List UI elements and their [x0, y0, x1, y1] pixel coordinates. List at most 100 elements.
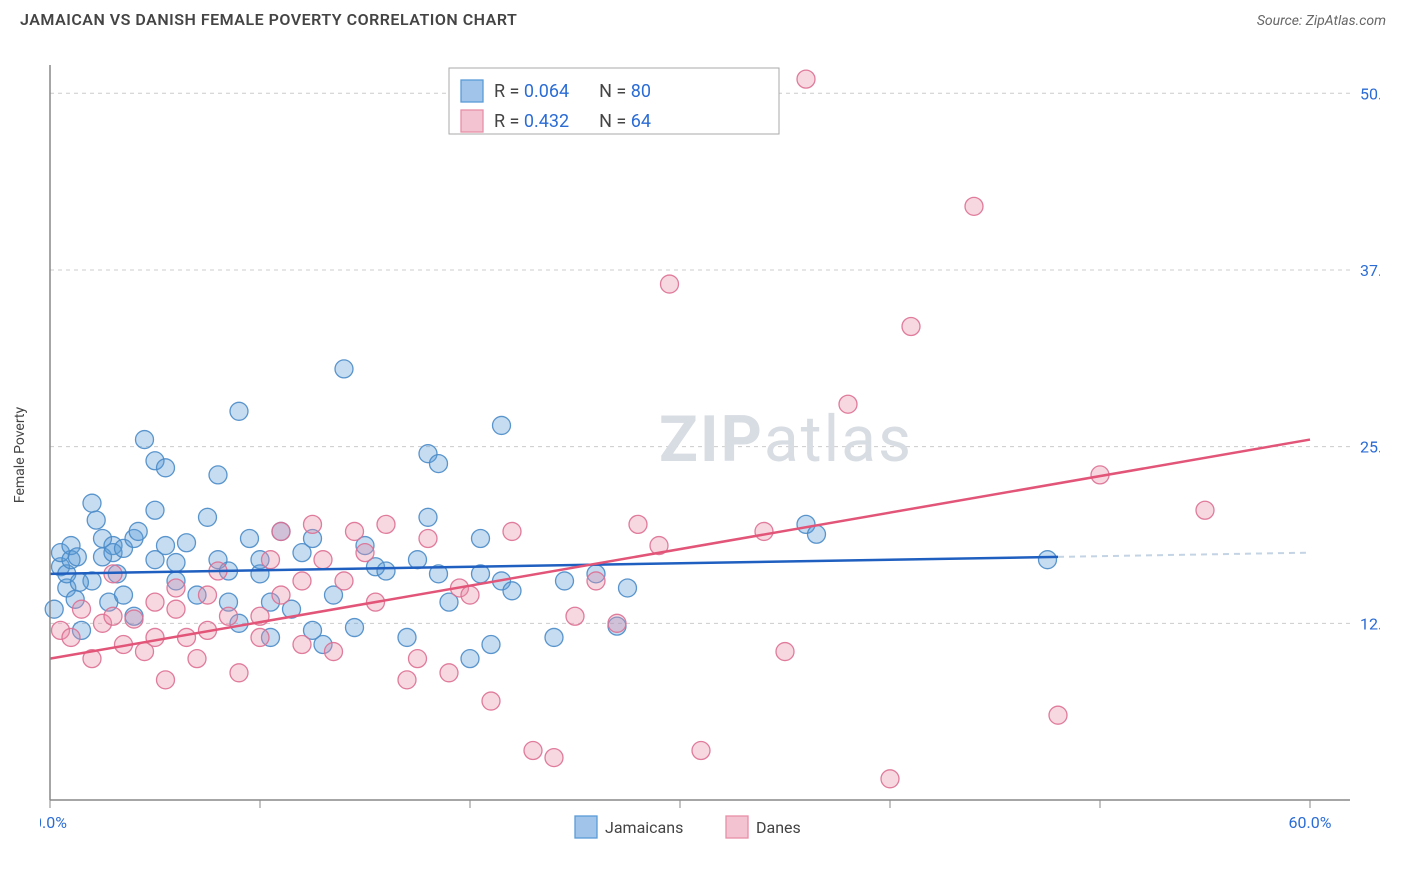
data-point	[325, 643, 343, 661]
data-point	[461, 586, 479, 604]
data-point	[272, 586, 290, 604]
data-point	[965, 197, 983, 215]
regression-extension	[1058, 553, 1310, 557]
data-point	[692, 742, 710, 760]
data-point	[1049, 706, 1067, 724]
chart-title: JAMAICAN VS DANISH FEMALE POVERTY CORREL…	[20, 10, 517, 29]
y-tick-label: 25.0%	[1360, 438, 1380, 457]
data-point	[167, 600, 185, 618]
data-point	[808, 525, 826, 543]
data-point	[293, 572, 311, 590]
data-point	[461, 650, 479, 668]
data-point	[629, 515, 647, 533]
data-point	[157, 671, 175, 689]
legend-label: Danes	[756, 818, 801, 837]
data-point	[545, 628, 563, 646]
data-point	[545, 749, 563, 767]
data-point	[87, 511, 105, 529]
data-point	[430, 455, 448, 473]
data-point	[272, 522, 290, 540]
data-point	[335, 360, 353, 378]
data-point	[472, 530, 490, 548]
data-point	[503, 522, 521, 540]
data-point	[335, 572, 353, 590]
data-point	[409, 551, 427, 569]
data-point	[419, 530, 437, 548]
source-label: Source:	[1257, 13, 1306, 29]
data-point	[293, 636, 311, 654]
data-point	[440, 664, 458, 682]
legend-swatch	[461, 80, 483, 102]
data-point	[251, 628, 269, 646]
data-point	[230, 664, 248, 682]
data-point	[146, 593, 164, 611]
data-point	[70, 573, 88, 591]
data-point	[199, 586, 217, 604]
data-point	[167, 579, 185, 597]
data-point	[482, 636, 500, 654]
data-point	[503, 582, 521, 600]
y-tick-label: 50.0%	[1360, 84, 1380, 103]
data-point	[755, 522, 773, 540]
data-point	[1039, 551, 1057, 569]
chart-area: Female Poverty 12.5%25.0%37.5%50.0%ZIPat…	[40, 60, 1380, 850]
legend-swatch	[575, 816, 597, 838]
data-point	[146, 501, 164, 519]
data-point	[83, 494, 101, 512]
y-tick-label: 37.5%	[1360, 261, 1380, 280]
data-point	[797, 70, 815, 88]
source-value: ZipAtlas.com	[1306, 13, 1386, 29]
data-point	[524, 742, 542, 760]
data-point	[1196, 501, 1214, 519]
x-tick-label: 0.0%	[40, 813, 67, 832]
data-point	[188, 650, 206, 668]
data-point	[68, 548, 86, 566]
data-point	[409, 650, 427, 668]
data-point	[304, 515, 322, 533]
data-point	[398, 628, 416, 646]
data-point	[419, 508, 437, 526]
data-point	[45, 600, 63, 618]
data-point	[241, 530, 259, 548]
data-point	[220, 607, 238, 625]
x-tick-label: 60.0%	[1289, 813, 1332, 832]
data-point	[566, 607, 584, 625]
data-point	[398, 671, 416, 689]
data-point	[314, 551, 332, 569]
data-point	[902, 317, 920, 335]
data-point	[587, 572, 605, 590]
data-point	[608, 614, 626, 632]
data-point	[493, 416, 511, 434]
legend-label: Jamaicans	[605, 818, 683, 837]
legend-swatch	[726, 816, 748, 838]
data-point	[157, 537, 175, 555]
data-point	[346, 522, 364, 540]
watermark: ZIPatlas	[659, 402, 913, 477]
data-point	[167, 554, 185, 572]
data-point	[209, 466, 227, 484]
data-point	[62, 628, 80, 646]
data-point	[346, 619, 364, 637]
data-point	[199, 508, 217, 526]
data-point	[230, 402, 248, 420]
data-point	[136, 431, 154, 449]
data-point	[377, 515, 395, 533]
data-point	[619, 579, 637, 597]
data-point	[73, 600, 91, 618]
data-point	[115, 586, 133, 604]
data-point	[129, 522, 147, 540]
legend-swatch	[461, 110, 483, 132]
data-point	[776, 643, 794, 661]
data-point	[178, 534, 196, 552]
data-point	[661, 275, 679, 293]
data-point	[556, 572, 574, 590]
data-point	[157, 459, 175, 477]
data-point	[125, 610, 143, 628]
data-point	[262, 551, 280, 569]
data-point	[839, 395, 857, 413]
data-point	[356, 544, 374, 562]
scatter-chart: 12.5%25.0%37.5%50.0%ZIPatlas0.0%60.0%R =…	[40, 60, 1380, 850]
data-point	[104, 607, 122, 625]
y-tick-label: 12.5%	[1360, 614, 1380, 633]
data-point	[178, 628, 196, 646]
